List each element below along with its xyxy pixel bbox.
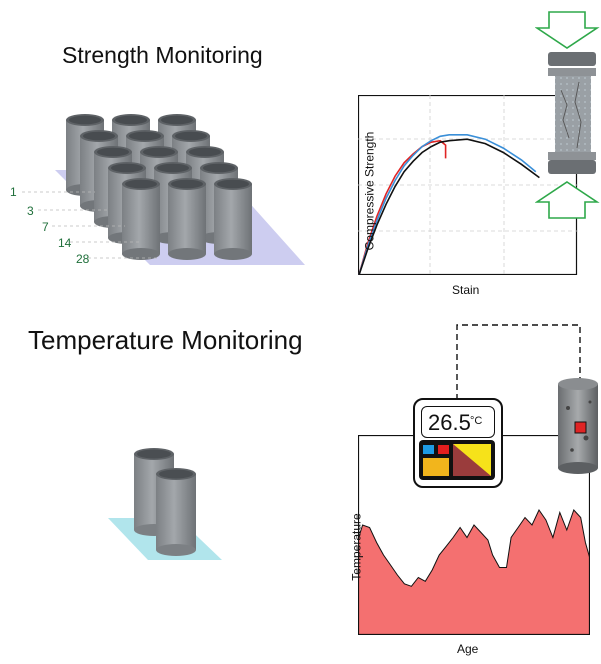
age-label-28: 28 (76, 252, 90, 266)
bottom-platen (548, 160, 596, 174)
top-platen (548, 52, 596, 66)
temperature-monitoring-title: Temperature Monitoring (28, 325, 303, 355)
sensor-cylinder (558, 378, 598, 474)
strength-series-black (358, 138, 540, 275)
strength-chart (358, 95, 578, 275)
sensor-reading-unit: °C (470, 415, 483, 427)
temperature-chart-ylabel: Temperature (349, 513, 364, 581)
sensor-reading-panel: 26.5 °C (421, 406, 495, 438)
strength-monitoring-title: Strength Monitoring (62, 42, 263, 68)
temperature-chart (358, 435, 590, 635)
temperature-chart-frame (358, 435, 590, 635)
temperature-series-area (358, 508, 590, 635)
strength-chart-xlabel: Stain (452, 283, 480, 297)
specimen-cylinder (122, 178, 160, 260)
load-arrow-up-icon (535, 181, 600, 219)
age-label-14: 14 (58, 236, 72, 250)
specimen-array-illustration (22, 114, 305, 265)
embedded-sensor-icon (574, 421, 587, 434)
sensor-connector (456, 324, 581, 400)
temperature-chart-xlabel: Age (457, 642, 479, 656)
specimen-cylinders (66, 114, 252, 260)
field-specimen-illustration (108, 448, 222, 560)
strength-chart-ylabel: Compressive Strength (362, 131, 377, 251)
specimen-cylinder (214, 178, 252, 260)
sensor-reading-value: 26.5 (428, 410, 471, 435)
age-label-3: 3 (27, 204, 34, 218)
sensor-color-icon (419, 440, 495, 480)
age-label-7: 7 (42, 220, 49, 234)
field-cylinders (134, 448, 196, 556)
strength-chart-grid (358, 95, 578, 275)
load-arrow-down-icon (535, 11, 600, 49)
specimen-cylinder (168, 178, 206, 260)
temperature-chart-series (358, 508, 590, 635)
compression-machine (535, 11, 600, 219)
age-label-1: 1 (10, 185, 17, 199)
strength-chart-series (358, 134, 540, 275)
sensor-display: 26.5 °C (413, 398, 503, 488)
strength-series-blue (358, 134, 537, 275)
